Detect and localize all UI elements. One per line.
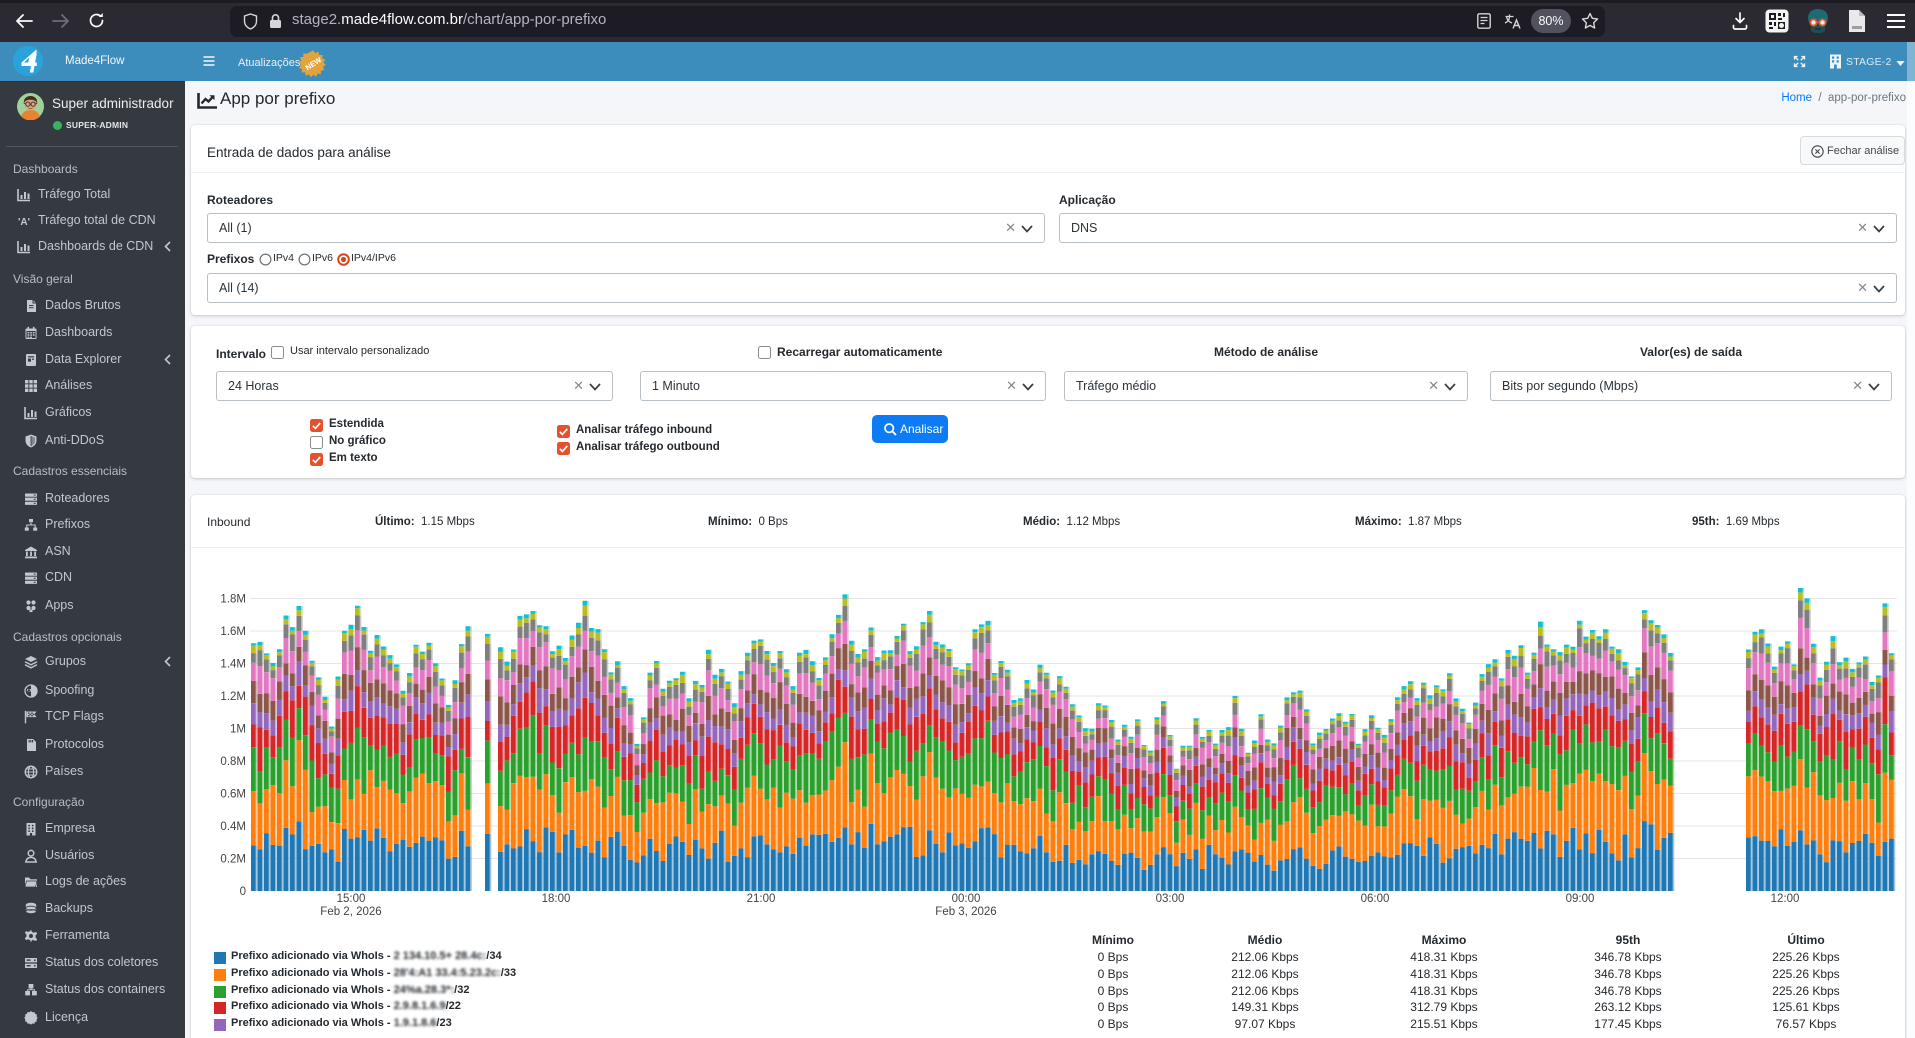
svg-text:0: 0 (240, 886, 246, 898)
svg-text:03:00: 03:00 (1156, 893, 1185, 905)
svg-text:21:00: 21:00 (747, 893, 776, 905)
svg-text:00:00: 00:00 (952, 893, 981, 905)
svg-text:15:00: 15:00 (337, 893, 366, 905)
svg-text:Feb 2, 2026: Feb 2, 2026 (320, 906, 381, 918)
svg-text:1.4M: 1.4M (220, 659, 246, 671)
svg-text:06:00: 06:00 (1361, 893, 1390, 905)
svg-text:Feb 3, 2026: Feb 3, 2026 (935, 906, 996, 918)
svg-text:18:00: 18:00 (542, 893, 571, 905)
svg-text:1M: 1M (230, 724, 246, 736)
svg-text:09:00: 09:00 (1566, 893, 1595, 905)
svg-text:'A': 'A' (18, 217, 30, 228)
svg-text:0.4M: 0.4M (220, 821, 246, 833)
svg-text:0.6M: 0.6M (220, 789, 246, 801)
svg-text:1.8M: 1.8M (220, 594, 246, 606)
svg-text:1.6M: 1.6M (220, 626, 246, 638)
svg-text:12:00: 12:00 (1771, 893, 1800, 905)
svg-text:1.2M: 1.2M (220, 691, 246, 703)
svg-text:0.8M: 0.8M (220, 756, 246, 768)
svg-text:0.2M: 0.2M (220, 854, 246, 866)
